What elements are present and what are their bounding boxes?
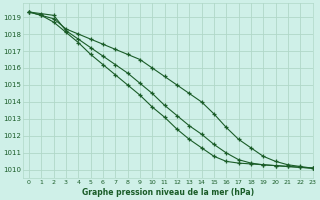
X-axis label: Graphe pression niveau de la mer (hPa): Graphe pression niveau de la mer (hPa) xyxy=(82,188,254,197)
